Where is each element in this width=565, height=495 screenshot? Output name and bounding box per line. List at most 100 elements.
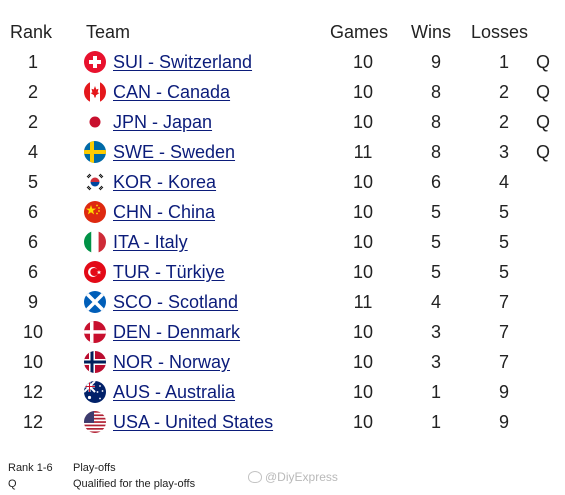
team-link[interactable]: JPN - Japan bbox=[113, 112, 213, 132]
wins-cell: 5 bbox=[430, 232, 441, 252]
table-row: 12 USA - United States 10 1 9 bbox=[0, 407, 565, 437]
losses-cell: 5 bbox=[498, 202, 509, 222]
team-header: Team bbox=[86, 22, 131, 42]
wins-cell: 8 bbox=[430, 82, 441, 102]
games-cell: 11 bbox=[353, 142, 373, 162]
losses-cell: 2 bbox=[498, 82, 509, 102]
wins-cell: 9 bbox=[430, 52, 441, 72]
table-row: 10 DEN - Denmark 10 3 7 bbox=[0, 317, 565, 347]
rank-cell: 9 bbox=[27, 292, 38, 312]
losses-cell: 7 bbox=[498, 352, 509, 372]
losses-cell: 4 bbox=[498, 172, 509, 192]
wins-cell: 1 bbox=[430, 412, 441, 432]
rank-cell: 2 bbox=[27, 112, 38, 132]
losses-cell: 3 bbox=[498, 142, 509, 162]
table-header: Rank Team Games Wins Losses bbox=[0, 17, 565, 47]
table-row: 10 NOR - Norway 10 3 7 bbox=[0, 347, 565, 377]
wins-cell: 5 bbox=[430, 202, 441, 222]
games-cell: 10 bbox=[352, 232, 374, 252]
team-link[interactable]: DEN - Denmark bbox=[113, 322, 241, 342]
table-row: 2 JPN - Japan 10 8 2 Q bbox=[0, 107, 565, 137]
team-link[interactable]: AUS - Australia bbox=[113, 382, 236, 402]
table-row: 5 KOR - Korea 10 6 4 bbox=[0, 167, 565, 197]
wins-cell: 6 bbox=[430, 172, 441, 192]
games-cell: 10 bbox=[352, 172, 374, 192]
qualified-marker: Q bbox=[536, 52, 551, 72]
wins-cell: 8 bbox=[430, 112, 441, 132]
rank-cell: 6 bbox=[27, 202, 38, 222]
norway-flag-icon bbox=[84, 351, 106, 373]
table-row: 4 SWE - Sweden 11 8 3 Q bbox=[0, 137, 565, 167]
usa-flag-icon bbox=[84, 411, 106, 433]
rank-cell: 6 bbox=[27, 262, 38, 282]
rank-cell: 12 bbox=[22, 382, 44, 402]
weibo-icon bbox=[248, 471, 262, 483]
team-link[interactable]: SWE - Sweden bbox=[113, 142, 236, 162]
canada-flag-icon bbox=[84, 81, 106, 103]
scotland-flag-icon bbox=[84, 291, 106, 313]
qualified-marker: Q bbox=[536, 112, 551, 132]
table-row: 1 SUI - Switzerland 10 9 1 Q bbox=[0, 47, 565, 77]
losses-cell: 7 bbox=[498, 322, 509, 342]
losses-cell: 2 bbox=[498, 112, 509, 132]
wins-cell: 3 bbox=[430, 322, 441, 342]
switzerland-flag-icon bbox=[84, 51, 106, 73]
team-link[interactable]: CAN - Canada bbox=[113, 82, 231, 102]
games-cell: 10 bbox=[352, 412, 374, 432]
denmark-flag-icon bbox=[84, 321, 106, 343]
wins-header: Wins bbox=[411, 22, 451, 42]
rank-cell: 5 bbox=[27, 172, 38, 192]
australia-flag-icon bbox=[84, 381, 106, 403]
china-flag-icon bbox=[84, 201, 106, 223]
qualified-marker: Q bbox=[536, 82, 551, 102]
legend-value: Qualified for the play-offs bbox=[73, 478, 196, 490]
team-link[interactable]: CHN - China bbox=[113, 202, 216, 222]
team-link[interactable]: ITA - Italy bbox=[113, 232, 188, 252]
team-link[interactable]: USA - United States bbox=[113, 412, 274, 432]
sweden-flag-icon bbox=[84, 141, 106, 163]
team-link[interactable]: NOR - Norway bbox=[113, 352, 231, 372]
games-cell: 10 bbox=[352, 262, 374, 282]
losses-cell: 9 bbox=[498, 412, 509, 432]
korea-flag-icon bbox=[84, 171, 106, 193]
losses-cell: 9 bbox=[498, 382, 509, 402]
rank-cell: 1 bbox=[27, 52, 38, 72]
legend-value: Play-offs bbox=[73, 462, 116, 474]
wins-cell: 4 bbox=[430, 292, 441, 312]
team-link[interactable]: SCO - Scotland bbox=[113, 292, 239, 312]
losses-cell: 5 bbox=[498, 232, 509, 252]
table-row: 2 CAN - Canada 10 8 2 Q bbox=[0, 77, 565, 107]
rank-header: Rank bbox=[10, 22, 53, 42]
team-link[interactable]: KOR - Korea bbox=[113, 172, 217, 192]
table-row: 9 SCO - Scotland 11 4 7 bbox=[0, 287, 565, 317]
wins-cell: 5 bbox=[430, 262, 441, 282]
rank-cell: 2 bbox=[27, 82, 38, 102]
legend-key: Q bbox=[8, 478, 17, 490]
games-cell: 10 bbox=[352, 382, 374, 402]
table-row: 12 AUS - Australia 10 1 9 bbox=[0, 377, 565, 407]
table-row: 6 CHN - China 10 5 5 bbox=[0, 197, 565, 227]
legend-key: Rank 1-6 bbox=[8, 462, 53, 474]
qualified-marker: Q bbox=[536, 142, 551, 162]
games-header: Games bbox=[330, 22, 389, 42]
wins-cell: 3 bbox=[430, 352, 441, 372]
games-cell: 11 bbox=[353, 292, 373, 312]
losses-cell: 7 bbox=[498, 292, 509, 312]
japan-flag-icon bbox=[84, 111, 106, 133]
games-cell: 10 bbox=[352, 352, 374, 372]
rank-cell: 10 bbox=[22, 352, 44, 372]
losses-cell: 5 bbox=[498, 262, 509, 282]
table-row: 6 ITA - Italy 10 5 5 bbox=[0, 227, 565, 257]
rank-cell: 4 bbox=[27, 142, 38, 162]
games-cell: 10 bbox=[352, 322, 374, 342]
team-link[interactable]: TUR - Türkiye bbox=[113, 262, 225, 282]
rank-cell: 6 bbox=[27, 232, 38, 252]
games-cell: 10 bbox=[352, 52, 374, 72]
team-link[interactable]: SUI - Switzerland bbox=[113, 52, 253, 72]
games-cell: 10 bbox=[352, 82, 374, 102]
italy-flag-icon bbox=[84, 231, 106, 253]
turkiye-flag-icon bbox=[84, 261, 106, 283]
wins-cell: 8 bbox=[430, 142, 441, 162]
table-row: 6 TUR - Türkiye 10 5 5 bbox=[0, 257, 565, 287]
games-cell: 10 bbox=[352, 112, 374, 132]
